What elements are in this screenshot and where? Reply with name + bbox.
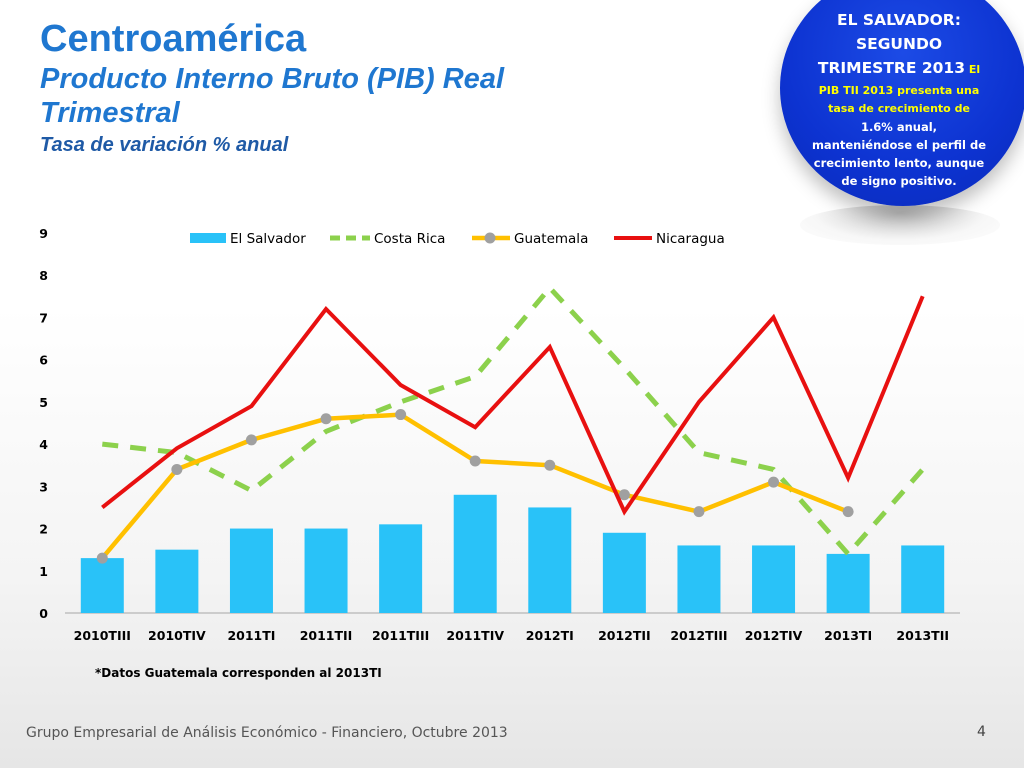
bar-el-salvador xyxy=(602,532,646,613)
bar-el-salvador xyxy=(677,545,721,613)
x-tick-label: 2010TIV xyxy=(148,628,206,643)
x-tick-label: 2011TI xyxy=(227,628,275,643)
y-tick-label: 4 xyxy=(39,437,48,452)
bar-el-salvador xyxy=(528,507,572,613)
callout-body-4: manteniéndose el perfil de xyxy=(811,138,987,152)
x-tick-label: 2011TIII xyxy=(372,628,429,643)
callout-body-6: de signo positivo. xyxy=(841,174,957,188)
bar-el-salvador xyxy=(901,545,945,613)
bar-el-salvador xyxy=(80,558,124,613)
bar-el-salvador xyxy=(826,553,870,613)
page-subtitle: Producto Interno Bruto (PIB) Real Trimes… xyxy=(40,63,504,129)
x-tick-label: 2011TIV xyxy=(446,628,504,643)
point-guatemala xyxy=(245,434,257,446)
callout-reflection xyxy=(800,205,1000,245)
x-tick-label: 2012TIII xyxy=(670,628,727,643)
series-line-nicaragua xyxy=(101,295,925,516)
callout-body-5: crecimiento lento, aunque xyxy=(813,156,985,170)
bar-el-salvador xyxy=(752,545,796,613)
y-tick-label: 7 xyxy=(39,310,48,325)
legend-label: Guatemala xyxy=(514,231,588,247)
callout-body-2: tasa de crecimiento de xyxy=(828,102,970,115)
legend-label: El Salvador xyxy=(230,231,306,247)
x-tick-label: 2013TI xyxy=(824,628,872,643)
x-tick-label: 2012TIV xyxy=(745,628,803,643)
callout-body-1: PIB TII 2013 presenta una xyxy=(818,84,980,97)
point-guatemala xyxy=(544,459,556,471)
point-guatemala xyxy=(469,455,481,467)
title-block: Centroamérica Producto Interno Bruto (PI… xyxy=(40,16,640,157)
page-title: Centroamérica xyxy=(40,18,307,60)
legend-marker-guatemala xyxy=(484,232,496,244)
y-tick-label: 3 xyxy=(39,479,48,494)
point-guatemala xyxy=(842,506,854,518)
x-tick-label: 2011TII xyxy=(300,628,353,643)
legend-label: Nicaragua xyxy=(656,231,725,247)
point-guatemala xyxy=(618,489,630,501)
callout-heading-3a: TRIMESTRE 2013 xyxy=(817,59,965,77)
y-tick-label: 5 xyxy=(39,395,48,410)
y-tick-label: 0 xyxy=(39,606,48,621)
y-tick-label: 2 xyxy=(39,522,48,537)
y-tick-label: 9 xyxy=(39,226,48,241)
callout-text: EL SALVADOR: SEGUNDO TRIMESTRE 2013 El P… xyxy=(806,8,992,190)
point-guatemala xyxy=(96,552,108,564)
callout-body-3: 1.6% anual, xyxy=(860,120,938,134)
x-tick-label: 2013TII xyxy=(896,628,949,643)
point-guatemala xyxy=(171,463,183,475)
footer: Grupo Empresarial de Análisis Económico … xyxy=(26,725,508,741)
page-number: 4 xyxy=(977,724,986,740)
y-tick-label: 6 xyxy=(39,353,48,368)
point-guatemala xyxy=(768,476,780,488)
point-guatemala xyxy=(320,413,332,425)
callout-circle xyxy=(780,0,1024,206)
bar-el-salvador xyxy=(379,524,423,613)
legend-label: Costa Rica xyxy=(374,231,445,247)
footnote: *Datos Guatemala corresponden al 2013TI xyxy=(95,666,382,680)
x-tick-label: 2012TII xyxy=(598,628,651,643)
series-line-costa-rica xyxy=(102,285,925,557)
x-tick-label: 2012TI xyxy=(526,628,574,643)
page-note: Tasa de variación % anual xyxy=(40,134,289,156)
point-guatemala xyxy=(395,409,407,421)
bar-el-salvador xyxy=(229,528,273,613)
y-tick-label: 1 xyxy=(39,564,48,579)
bar-el-salvador xyxy=(304,528,348,613)
point-guatemala xyxy=(693,506,705,518)
callout-heading-3b: El xyxy=(964,63,981,76)
y-tick-label: 8 xyxy=(39,268,48,283)
bar-el-salvador xyxy=(155,549,199,613)
legend-swatch-el-salvador xyxy=(190,233,226,243)
bar-el-salvador xyxy=(453,494,497,613)
callout-heading-1: EL SALVADOR: xyxy=(837,11,961,29)
callout-heading-2: SEGUNDO xyxy=(855,35,943,53)
callout-heading-3: TRIMESTRE 2013 El xyxy=(806,56,992,82)
x-tick-label: 2010TIII xyxy=(74,628,131,643)
